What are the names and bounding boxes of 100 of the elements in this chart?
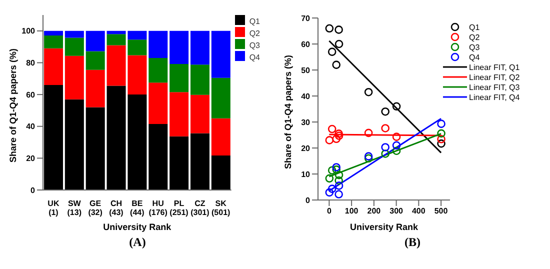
bar xyxy=(44,36,63,48)
bar xyxy=(64,38,84,56)
y-axis-title: Share of Q1-Q4 papers (%) xyxy=(283,54,294,169)
bar xyxy=(44,48,63,85)
point xyxy=(392,141,401,150)
legend-label: Q4 xyxy=(249,53,260,62)
point xyxy=(325,174,334,183)
bar xyxy=(190,64,210,95)
bar xyxy=(170,136,189,190)
bar xyxy=(211,30,230,78)
bar xyxy=(170,64,189,92)
y-tick-label: 50 xyxy=(301,66,311,75)
x-tick-label: SW (13) xyxy=(67,199,82,217)
bar xyxy=(190,30,210,65)
point xyxy=(334,26,343,34)
point xyxy=(381,150,390,158)
point xyxy=(364,128,373,138)
bar xyxy=(148,82,168,124)
bar xyxy=(44,85,63,190)
point xyxy=(332,60,340,69)
bar xyxy=(148,30,168,58)
point xyxy=(392,132,401,141)
y-tick-label: 10 xyxy=(301,170,311,179)
point xyxy=(325,188,334,197)
bar xyxy=(211,155,230,190)
legend-label: Linear FIT, Q1 xyxy=(469,62,520,72)
point xyxy=(332,163,340,172)
bar xyxy=(64,99,84,190)
bar xyxy=(190,133,210,190)
y-tick-label: 60 xyxy=(301,40,311,49)
y-tick-label: 40 xyxy=(301,92,311,101)
point xyxy=(328,166,336,175)
point xyxy=(437,139,446,148)
legend-label: Q4 xyxy=(469,52,480,62)
x-axis-title: University Rank xyxy=(103,222,172,232)
point xyxy=(381,124,390,132)
bar xyxy=(211,78,230,118)
x-tick-label: 0 xyxy=(326,206,332,216)
x-tick-label: SK (501) xyxy=(212,199,231,217)
x-tick-label: UK (1) xyxy=(48,199,60,217)
x-tick-label: GE (32) xyxy=(88,199,103,217)
point xyxy=(392,102,401,111)
x-tick-label: BE (44) xyxy=(130,199,145,217)
bar xyxy=(64,30,84,38)
point xyxy=(328,124,336,134)
legend-label: Q3 xyxy=(249,41,260,50)
point xyxy=(437,120,446,128)
bar xyxy=(170,92,189,136)
point xyxy=(332,134,340,144)
x-tick-label: CH (43) xyxy=(109,199,124,217)
x-tick-label: 100 xyxy=(344,206,359,216)
point xyxy=(328,184,336,193)
bar xyxy=(86,51,105,70)
point xyxy=(381,107,390,116)
y-tick-label: 20 xyxy=(26,154,36,164)
bar xyxy=(148,58,168,83)
x-tick-label: 200 xyxy=(367,206,382,216)
legend-label: Linear FIT, Q4 xyxy=(469,92,520,102)
point xyxy=(334,176,343,185)
x-tick-label: 400 xyxy=(412,206,426,216)
bar xyxy=(148,124,168,190)
y-tick-label: 40 xyxy=(26,122,36,132)
legend-label: Q1 xyxy=(249,17,260,26)
point xyxy=(334,130,343,138)
legend-label: Linear FIT, Q3 xyxy=(469,82,520,92)
bar xyxy=(190,94,210,134)
text: (A) xyxy=(128,235,147,250)
legend-label: Q3 xyxy=(469,42,480,52)
point xyxy=(364,88,373,96)
bar xyxy=(86,70,105,108)
text: (B) xyxy=(404,235,422,250)
bar xyxy=(86,107,105,190)
point xyxy=(392,146,401,156)
point xyxy=(334,132,344,140)
point xyxy=(334,190,343,198)
y-tick-label: 70 xyxy=(301,14,311,23)
legend-label: Q1 xyxy=(469,22,480,32)
point xyxy=(332,165,340,174)
y-tick-label: 20 xyxy=(301,144,311,153)
point xyxy=(381,143,390,152)
x-axis-title: University Rank xyxy=(350,222,420,232)
point xyxy=(364,154,373,163)
point xyxy=(334,182,344,190)
bar xyxy=(86,30,105,52)
point xyxy=(437,135,446,144)
y-tick-label: 60 xyxy=(26,90,36,100)
legend-label: Linear FIT, Q2 xyxy=(469,72,520,82)
point xyxy=(364,152,373,160)
point xyxy=(334,40,344,48)
bar xyxy=(44,30,63,36)
x-tick-label: HU (176) xyxy=(148,199,168,217)
point xyxy=(325,136,334,144)
point xyxy=(328,48,336,56)
bar xyxy=(64,56,84,100)
bar xyxy=(211,118,230,156)
legend-label: Q2 xyxy=(249,29,260,38)
bar xyxy=(170,30,189,64)
y-tick-label: 100 xyxy=(22,26,36,36)
x-tick-label: PL (251) xyxy=(170,199,189,217)
x-tick-label: 500 xyxy=(434,206,448,216)
